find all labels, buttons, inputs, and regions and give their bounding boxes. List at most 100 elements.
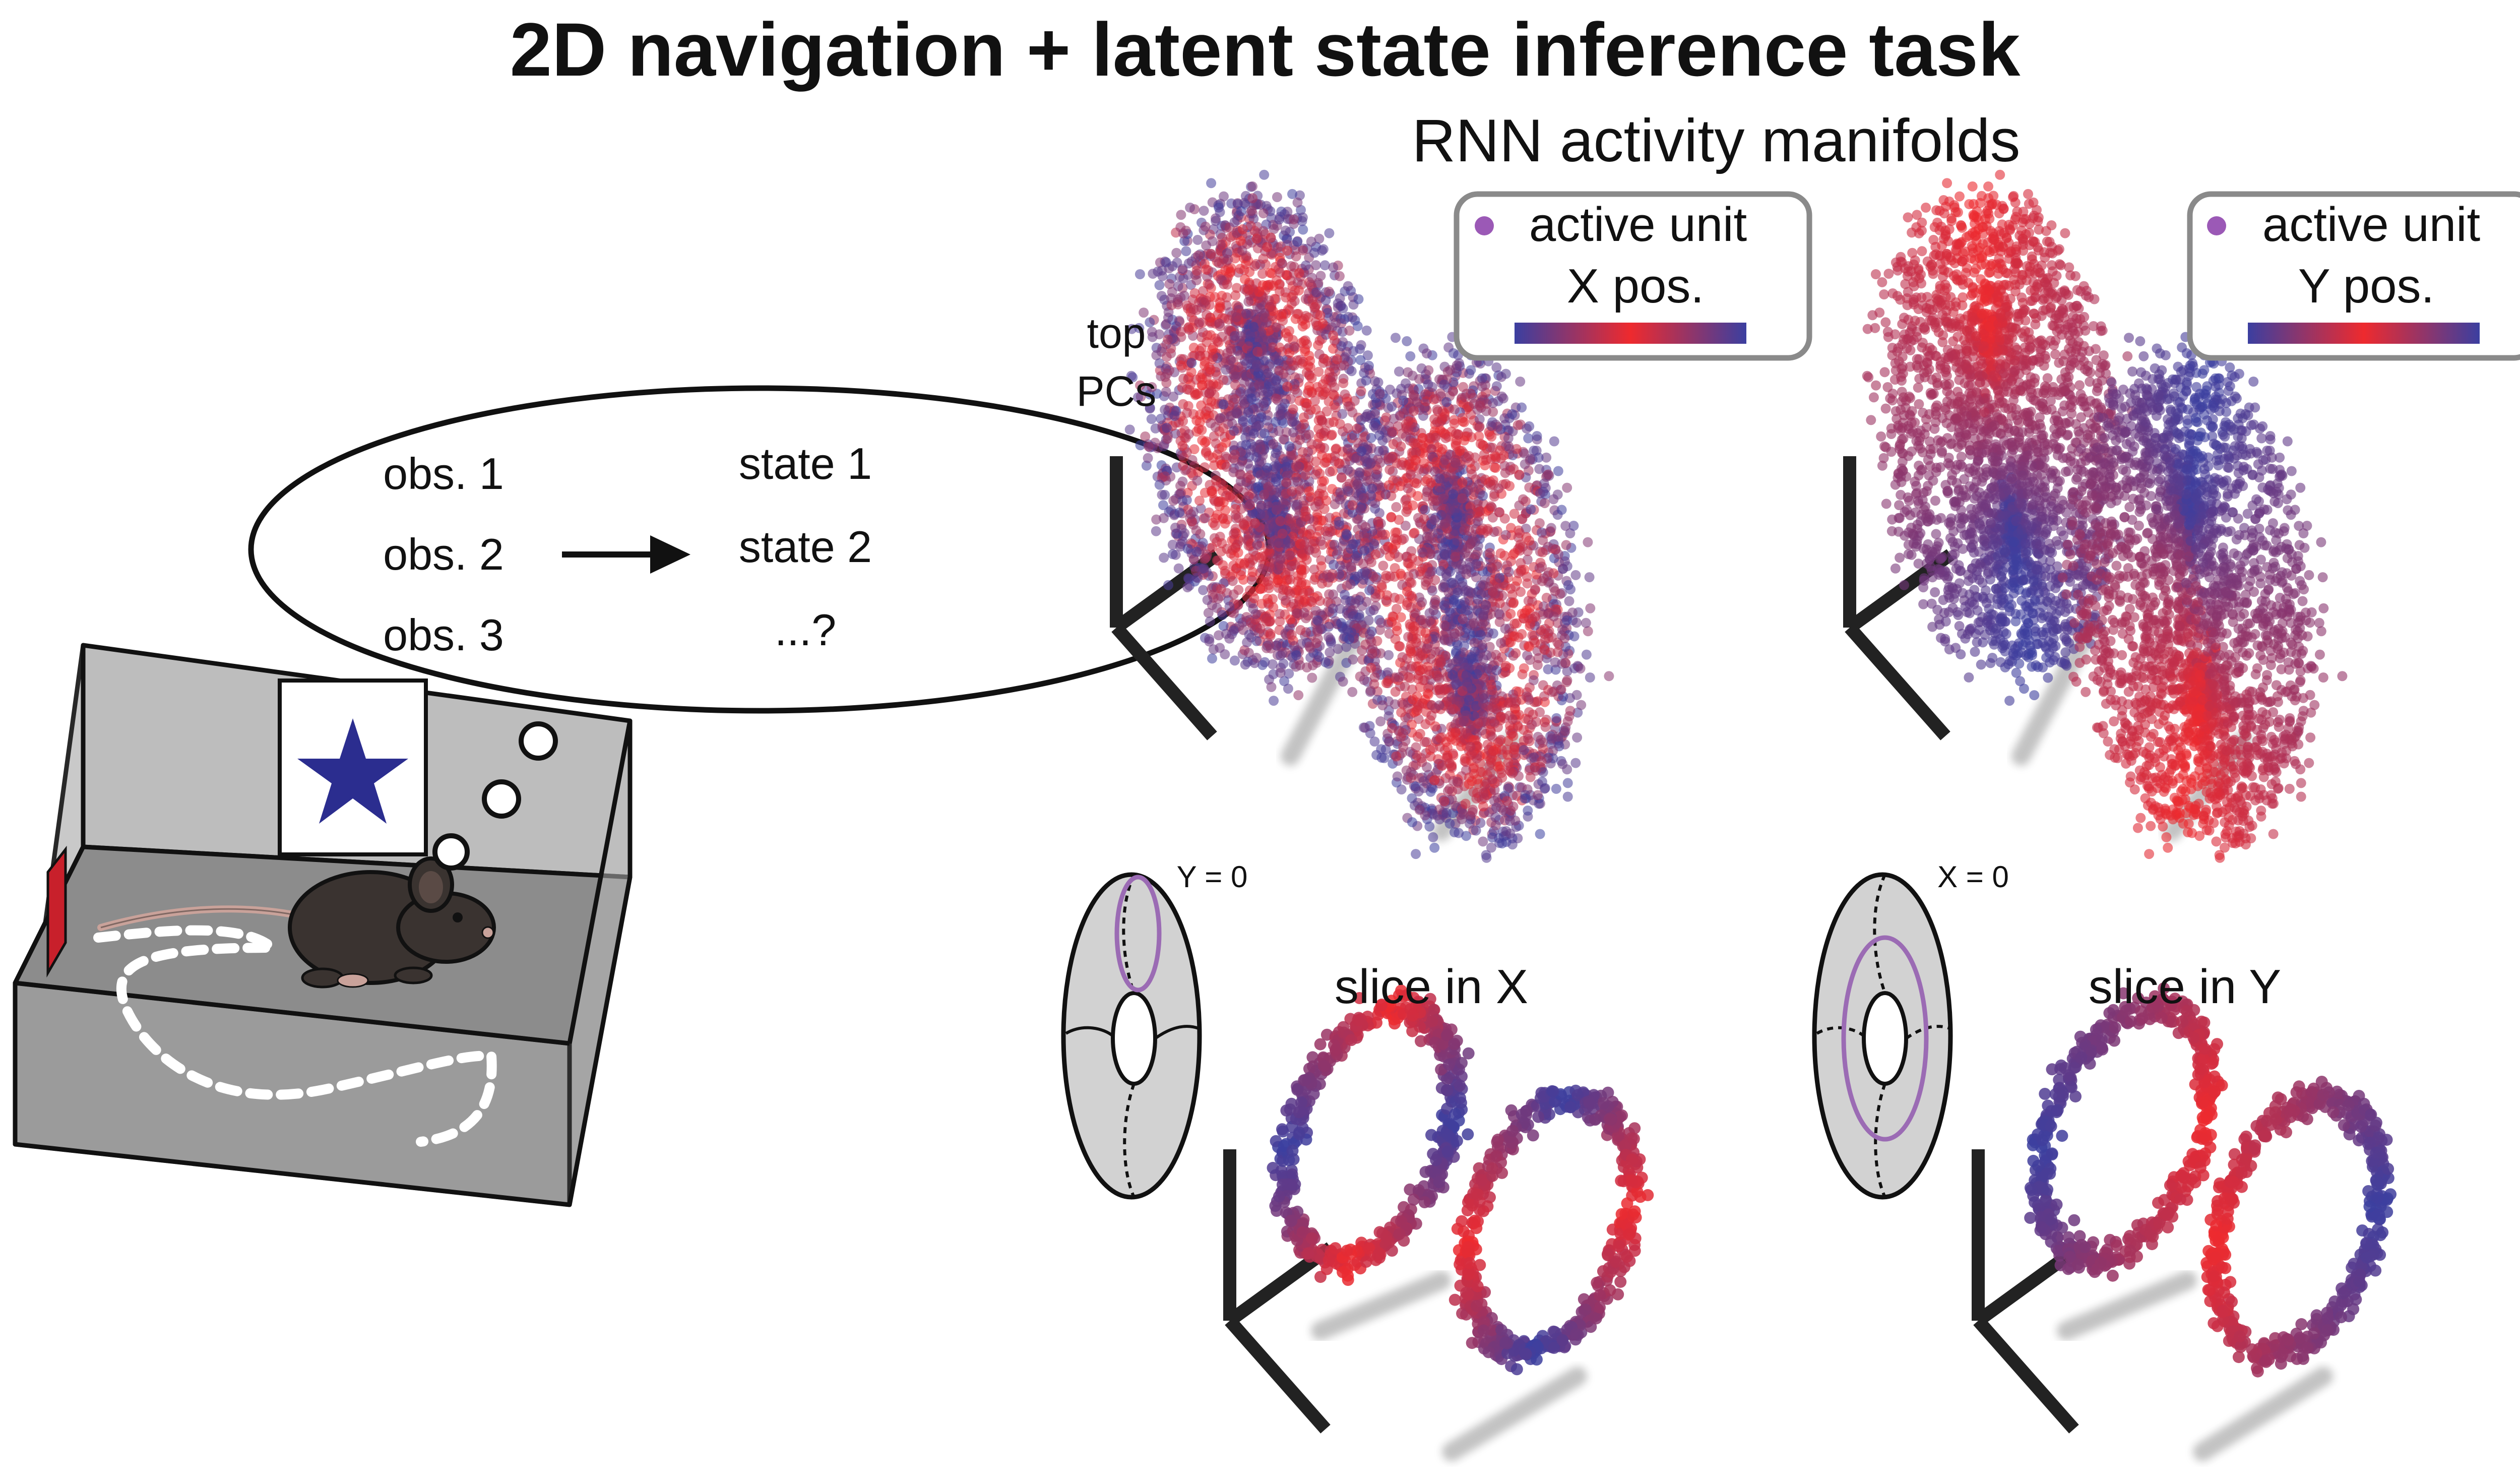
manifold-point xyxy=(1174,316,1184,326)
state-1-label: state 1 xyxy=(739,439,872,488)
manifold-point xyxy=(1268,659,1278,669)
manifold-point xyxy=(1311,287,1321,297)
manifold-point xyxy=(1353,490,1364,501)
manifold-point xyxy=(1523,433,1534,444)
manifold-point xyxy=(1534,464,1545,474)
manifold-point xyxy=(1159,513,1169,523)
manifold-point xyxy=(1277,258,1287,269)
manifold-point xyxy=(1382,676,1393,687)
manifold-point xyxy=(1206,178,1217,189)
manifold-point xyxy=(1310,501,1320,512)
manifold-point xyxy=(1490,650,1501,660)
manifold-point xyxy=(1250,609,1261,620)
manifold-point xyxy=(1220,505,1231,516)
manifold-point xyxy=(1411,742,1421,753)
manifold-point xyxy=(1509,619,1520,629)
manifold-point xyxy=(1244,499,1255,510)
manifold-point xyxy=(1290,285,1300,296)
manifold-point xyxy=(1528,675,1539,686)
manifold-point xyxy=(1288,598,1299,609)
manifold-point xyxy=(1384,736,1395,747)
manifold-point xyxy=(1274,538,1284,548)
manifold-point xyxy=(1263,368,1273,379)
manifold-point xyxy=(1400,682,1410,692)
manifold-point xyxy=(1316,483,1327,493)
manifold-point xyxy=(1343,423,1353,434)
manifold-point xyxy=(1353,294,1364,304)
manifold-point xyxy=(1285,550,1295,561)
manifold-point xyxy=(1544,626,1554,637)
thought-dot-medium xyxy=(482,779,521,819)
manifold-point xyxy=(1359,545,1370,556)
manifold-point xyxy=(1306,439,1317,449)
manifold-point xyxy=(1324,286,1334,297)
manifold-point xyxy=(1213,497,1224,507)
manifold-point xyxy=(1466,587,1476,598)
manifold-point xyxy=(1352,479,1362,489)
manifold-point xyxy=(1271,463,1281,473)
manifold-point xyxy=(1469,646,1480,657)
manifold-point xyxy=(1271,474,1281,484)
manifold-point xyxy=(1533,653,1544,663)
manifold-point xyxy=(1486,501,1496,512)
manifold-point xyxy=(1182,543,1193,554)
manifold-point xyxy=(1202,330,1213,341)
manifold-point xyxy=(1523,733,1533,744)
manifold-point xyxy=(1258,398,1269,408)
manifold-point xyxy=(1276,206,1287,217)
figure-subtitle: RNN activity manifolds xyxy=(1412,107,2021,174)
manifold-point xyxy=(1522,578,1533,589)
manifold-point xyxy=(1460,431,1470,442)
manifold-point xyxy=(1229,364,1239,375)
manifold-point xyxy=(1476,767,1486,777)
manifold-point xyxy=(1491,362,1502,373)
manifold-point xyxy=(1338,676,1348,687)
manifold-point xyxy=(1259,308,1270,319)
manifold-point xyxy=(1222,279,1232,290)
manifold-point xyxy=(1535,829,1545,839)
manifold-point xyxy=(1295,354,1305,365)
manifold-point xyxy=(1334,458,1344,468)
manifold-point xyxy=(1515,377,1526,387)
manifold-point xyxy=(1421,348,1432,359)
manifold-panels xyxy=(1110,169,2397,1461)
manifold-point xyxy=(1322,530,1333,541)
manifold-point xyxy=(1204,634,1215,644)
manifold-point xyxy=(1269,696,1279,706)
manifold-point xyxy=(1380,489,1391,500)
manifold-point xyxy=(1174,507,1185,518)
manifold-point xyxy=(1315,271,1326,281)
manifold-point xyxy=(1385,453,1396,463)
manifold-point xyxy=(1278,584,1288,595)
red-wall-cue xyxy=(46,845,67,978)
manifold-point xyxy=(1431,393,1441,404)
manifold-point xyxy=(1328,372,1338,382)
mouse-ear-inner xyxy=(419,871,443,903)
manifold-point xyxy=(1176,360,1186,371)
manifold-point xyxy=(1430,575,1440,585)
manifold-point xyxy=(1229,217,1240,227)
manifold-point xyxy=(1392,771,1403,782)
manifold-point xyxy=(1192,573,1203,583)
manifold-point xyxy=(1207,236,1218,246)
manifold-point xyxy=(1316,428,1326,439)
manifold-point xyxy=(1297,447,1308,457)
manifold-point xyxy=(1317,379,1328,390)
manifold-point xyxy=(1218,375,1229,385)
manifold-point xyxy=(1186,358,1197,368)
manifold-point xyxy=(1362,569,1372,579)
manifold-point xyxy=(1434,684,1445,695)
manifold-point xyxy=(1271,502,1282,512)
manifold-point xyxy=(1306,236,1316,247)
manifold-point xyxy=(1379,753,1390,763)
manifold-point xyxy=(1347,687,1358,697)
manifold-point xyxy=(1496,638,1506,648)
manifold-point xyxy=(1478,836,1488,847)
manifold-point xyxy=(1182,407,1192,418)
manifold-point xyxy=(1490,820,1501,831)
manifold-point xyxy=(1271,393,1281,404)
state-2-label: state 2 xyxy=(739,522,872,572)
manifold-point xyxy=(1509,509,1520,519)
manifold-point xyxy=(1328,603,1338,614)
manifold-point xyxy=(1388,439,1399,449)
